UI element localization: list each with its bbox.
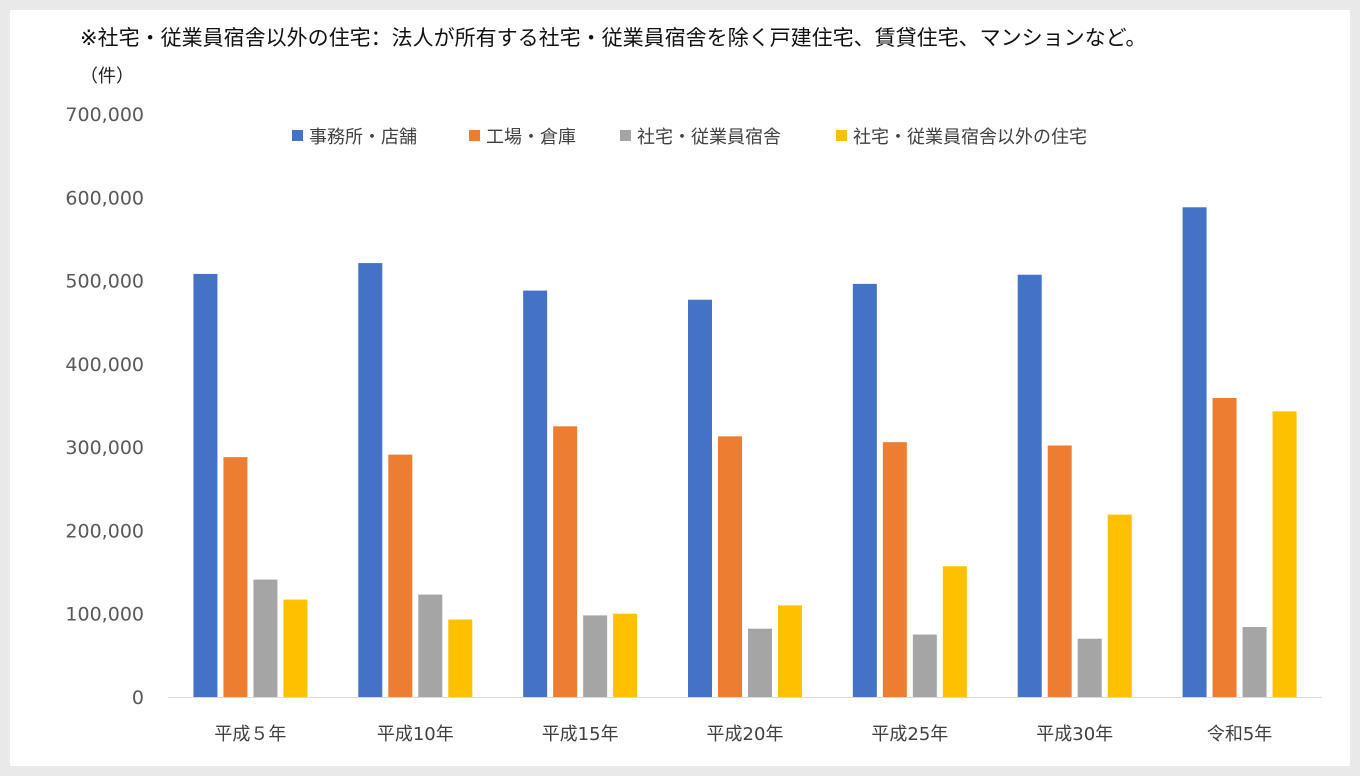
bar-2-2 bbox=[388, 454, 413, 697]
bar-3-5 bbox=[912, 634, 937, 697]
legend-label: 社宅・従業員宿舎以外の住宅 bbox=[853, 127, 1087, 148]
bar-3-1 bbox=[253, 579, 278, 697]
bar-2-3 bbox=[553, 426, 578, 697]
y-axis-ticks: 0 100,000 200,000 300,000 400,000 500,000 600,… bbox=[65, 104, 144, 709]
bar-3-7 bbox=[1242, 627, 1267, 697]
y-tick-label: 0 bbox=[132, 687, 144, 709]
bar-1-4 bbox=[688, 299, 712, 697]
bar-3-3 bbox=[583, 615, 608, 697]
y-axis-unit-label: （件） bbox=[80, 66, 134, 87]
bar-3-4 bbox=[748, 628, 772, 697]
legend: 事務所・店舗 工場・倉庫 社宅・従業員宿舎 社宅・従業員宿舎以外の住宅 bbox=[292, 127, 1087, 148]
bar-4-1 bbox=[283, 599, 308, 697]
y-tick-label: 600,000 bbox=[65, 187, 144, 209]
x-tick-label: 令和5年 bbox=[1207, 724, 1272, 745]
bar-2-5 bbox=[882, 442, 907, 697]
bar-1-3 bbox=[523, 290, 548, 697]
y-tick-label: 300,000 bbox=[65, 437, 144, 459]
x-tick-label: 平成10年 bbox=[377, 724, 454, 745]
y-tick-label: 700,000 bbox=[65, 104, 144, 126]
bars bbox=[193, 207, 1297, 697]
bar-2-7 bbox=[1212, 398, 1237, 697]
legend-label: 事務所・店舗 bbox=[309, 127, 417, 148]
bar-1-2 bbox=[358, 263, 383, 697]
bar-4-5 bbox=[942, 566, 967, 697]
x-tick-label: 平成25年 bbox=[871, 724, 948, 745]
legend-label: 工場・倉庫 bbox=[486, 127, 576, 148]
bar-4-4 bbox=[778, 605, 802, 697]
bar-4-7 bbox=[1272, 411, 1297, 697]
legend-label: 社宅・従業員宿舎 bbox=[637, 127, 781, 148]
bar-3-2 bbox=[418, 594, 443, 697]
x-tick-label: 平成30年 bbox=[1036, 724, 1113, 745]
legend-swatch bbox=[469, 130, 480, 141]
bar-3-6 bbox=[1077, 638, 1102, 697]
bar-4-3 bbox=[613, 613, 638, 697]
bar-1-7 bbox=[1182, 207, 1207, 697]
bar-1-1 bbox=[193, 273, 218, 697]
bar-4-2 bbox=[448, 619, 473, 697]
x-tick-label: 平成15年 bbox=[542, 724, 619, 745]
x-tick-label: 平成５年 bbox=[214, 724, 286, 745]
footnote: ※社宅・従業員宿舎以外の住宅：法人が所有する社宅・従業員宿舎を除く戸建住宅、賃貸… bbox=[80, 26, 1147, 50]
bar-1-5 bbox=[852, 283, 877, 697]
y-tick-label: 400,000 bbox=[65, 354, 144, 376]
bar-2-6 bbox=[1047, 445, 1072, 697]
bar-2-1 bbox=[223, 457, 248, 697]
legend-swatch bbox=[292, 130, 303, 141]
bar-2-4 bbox=[718, 436, 742, 697]
x-tick-label: 平成20年 bbox=[707, 724, 784, 745]
bar-1-6 bbox=[1017, 274, 1042, 697]
x-axis-labels: 平成５年 平成10年 平成15年 平成20年 平成25年 平成30年 令和5年 bbox=[214, 724, 1272, 745]
legend-swatch bbox=[620, 130, 631, 141]
y-tick-label: 100,000 bbox=[65, 604, 144, 626]
y-tick-label: 200,000 bbox=[65, 520, 144, 542]
y-tick-label: 500,000 bbox=[65, 271, 144, 293]
legend-swatch bbox=[836, 130, 847, 141]
bar-4-6 bbox=[1107, 514, 1132, 697]
